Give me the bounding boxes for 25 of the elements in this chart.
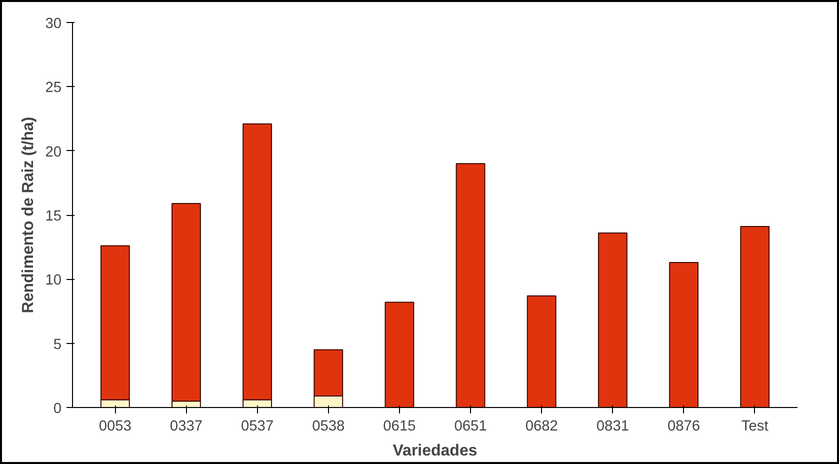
bar bbox=[456, 163, 486, 408]
x-tick-label: 0651 bbox=[454, 418, 487, 434]
bar bbox=[669, 262, 698, 408]
x-tick-label: 0537 bbox=[241, 418, 274, 434]
y-tick-label: 20 bbox=[45, 144, 62, 160]
y-tick-label: 25 bbox=[45, 80, 62, 96]
y-tick-label: 5 bbox=[53, 336, 62, 353]
x-tick-label: 0831 bbox=[596, 418, 630, 434]
x-tick-label: 0876 bbox=[667, 418, 700, 434]
y-tick-label: 15 bbox=[45, 208, 62, 224]
x-tick-label: 0615 bbox=[383, 418, 416, 434]
bar bbox=[598, 232, 628, 408]
x-tick-label: Test bbox=[741, 418, 768, 434]
y-tick-label: 0 bbox=[53, 401, 62, 417]
y-tick-label: 10 bbox=[45, 272, 62, 289]
x-tick-label: 0337 bbox=[170, 418, 203, 434]
bar bbox=[384, 302, 414, 408]
bar bbox=[526, 295, 556, 408]
y-tick-label: 30 bbox=[45, 16, 62, 32]
bar bbox=[740, 226, 770, 408]
x-tick-label: 0538 bbox=[312, 418, 345, 434]
x-axis-title: Variedades bbox=[392, 442, 478, 460]
x-tick-label: 0053 bbox=[98, 418, 132, 434]
y-axis-title: Rendimento de Raiz (t/ha) bbox=[20, 116, 38, 314]
x-tick-label: 0682 bbox=[525, 418, 558, 434]
